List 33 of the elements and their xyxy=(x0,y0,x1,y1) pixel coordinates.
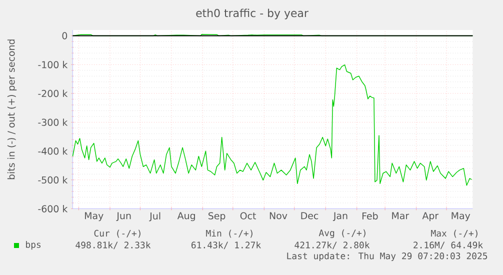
x-tick-label: Apr xyxy=(422,212,439,222)
y-axis-title: bits in (-) / out (+) per second xyxy=(7,40,17,180)
x-tick-label: Sep xyxy=(208,212,226,222)
line-series xyxy=(72,64,472,186)
text: 421.27k/ 2.80k xyxy=(294,241,370,250)
text: 2.16M/ 64.49k xyxy=(414,241,483,250)
y-tick-label: 0 xyxy=(62,32,68,40)
text: Cur (-/+) xyxy=(94,230,140,238)
text: Min (-/+) xyxy=(206,230,252,238)
text: 498.81k/ 2.33k xyxy=(76,241,151,250)
x-tick-label: Mar xyxy=(392,212,410,220)
x-tick-label: May xyxy=(452,212,470,222)
y-tick-label: -200 k xyxy=(38,90,68,98)
text: Last update: Thu May 29 07:20:03 2025 xyxy=(287,252,488,262)
text: Max (-/+) xyxy=(431,230,478,238)
text: Avg (-/+) xyxy=(318,229,366,238)
y-tick-label: -400 k xyxy=(38,147,68,155)
x-tick-label: Oct xyxy=(240,212,256,220)
x-tick-label: Dec xyxy=(301,212,318,220)
x-tick-label: Jan xyxy=(332,212,348,222)
x-tick-label: Nov xyxy=(270,212,288,220)
x-tick-label: Jun xyxy=(116,212,131,222)
y-tick-label: -500 k xyxy=(38,176,68,184)
y-tick-label: -100 k xyxy=(38,60,68,68)
y-tick-label: -300 k xyxy=(38,118,68,126)
x-tick-label: May xyxy=(85,212,104,222)
x-tick-label: Jul xyxy=(149,212,160,222)
x-tick-label: Aug xyxy=(177,212,195,222)
x-tick-label: Feb xyxy=(362,212,378,220)
text: 61.43k/ 1.27k xyxy=(191,241,261,250)
chart-title: eth0 traffic - by year xyxy=(196,8,308,20)
y-tick-label: -600 k xyxy=(38,205,68,212)
legend-label: bps xyxy=(26,240,41,250)
